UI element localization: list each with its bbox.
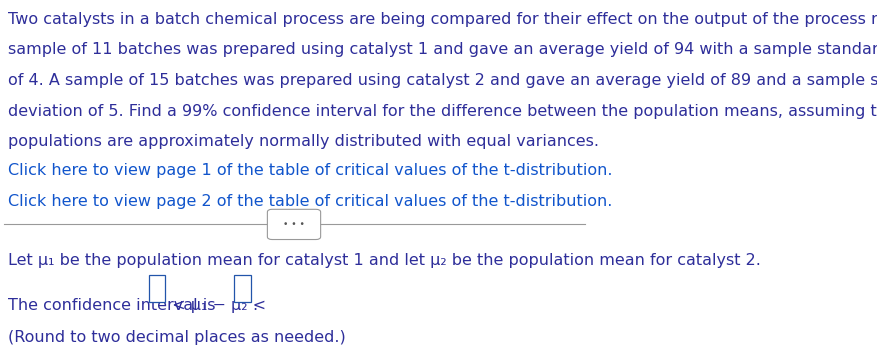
Text: .: . — [253, 298, 258, 313]
Text: < μ₁ − μ₂ <: < μ₁ − μ₂ < — [167, 298, 271, 313]
Text: Two catalysts in a batch chemical process are being compared for their effect on: Two catalysts in a batch chemical proces… — [9, 12, 877, 27]
Text: deviation of 5. Find a 99% confidence interval for the difference between the po: deviation of 5. Find a 99% confidence in… — [9, 104, 877, 119]
FancyBboxPatch shape — [234, 275, 251, 302]
FancyBboxPatch shape — [267, 209, 321, 240]
Text: Let μ₁ be the population mean for catalyst 1 and let μ₂ be the population mean f: Let μ₁ be the population mean for cataly… — [9, 252, 761, 268]
Text: Click here to view page 2 of the table of critical values of the t-distribution.: Click here to view page 2 of the table o… — [9, 194, 613, 209]
FancyBboxPatch shape — [149, 275, 165, 302]
Text: of 4. A sample of 15 batches was prepared using catalyst 2 and gave an average y: of 4. A sample of 15 batches was prepare… — [9, 73, 877, 88]
Text: Click here to view page 1 of the table of critical values of the t-distribution.: Click here to view page 1 of the table o… — [9, 163, 613, 178]
Text: • • •: • • • — [283, 220, 305, 229]
Text: The confidence interval is: The confidence interval is — [9, 298, 221, 313]
Text: populations are approximately normally distributed with equal variances.: populations are approximately normally d… — [9, 134, 599, 149]
Text: (Round to two decimal places as needed.): (Round to two decimal places as needed.) — [9, 330, 346, 345]
Text: sample of 11 batches was prepared using catalyst 1 and gave an average yield of : sample of 11 batches was prepared using … — [9, 42, 877, 57]
